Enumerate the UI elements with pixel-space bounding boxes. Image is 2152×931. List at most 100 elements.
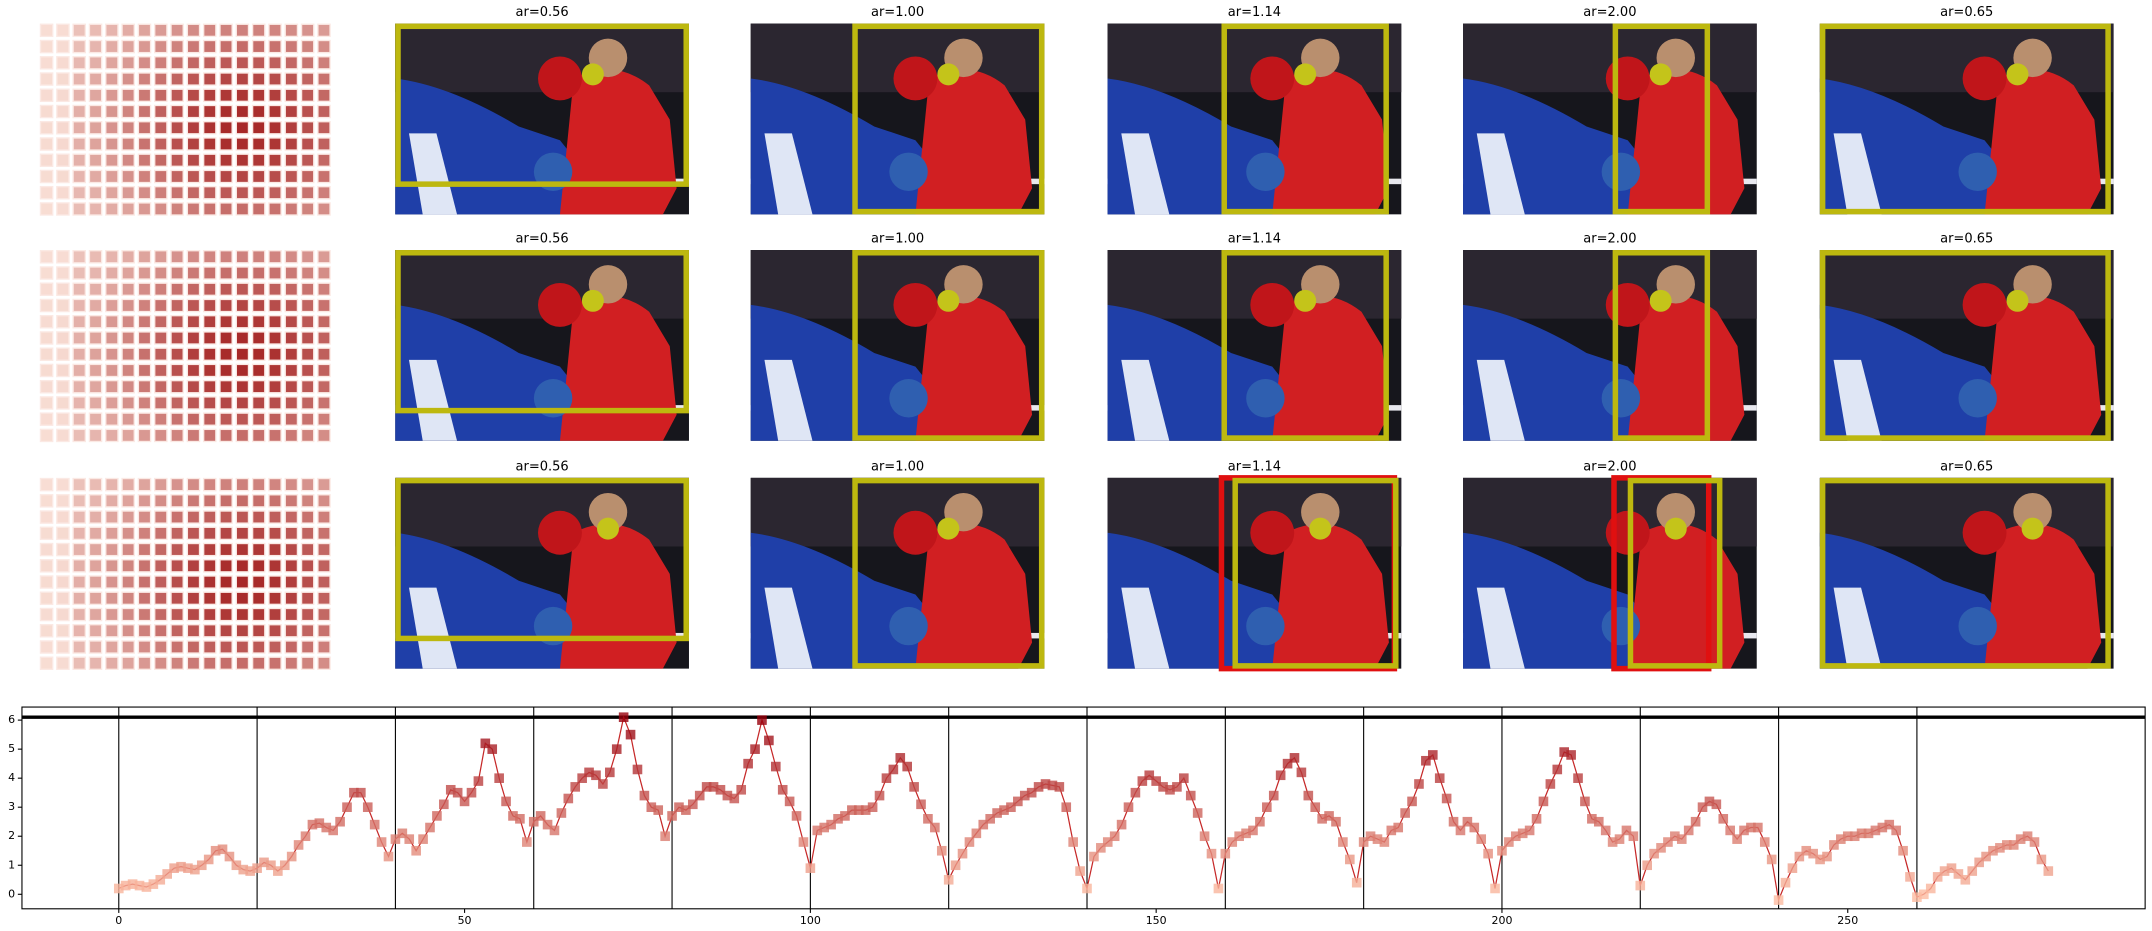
- heat-cell: [72, 266, 87, 280]
- point: [923, 814, 933, 824]
- panel-title: ar=0.65: [1940, 232, 1993, 247]
- heat-cell: [284, 331, 299, 345]
- heat-cell: [235, 559, 250, 573]
- panel-title: ar=1.14: [1228, 232, 1281, 247]
- point: [1427, 750, 1438, 760]
- heat-cell: [39, 363, 54, 378]
- heat-cell: [39, 412, 54, 426]
- heat-cell: [170, 72, 184, 86]
- point: [1365, 831, 1376, 842]
- heat-cell: [137, 250, 152, 264]
- heat-cell: [154, 39, 168, 54]
- heat-cell: [251, 202, 266, 216]
- point: [784, 796, 795, 807]
- point: [1310, 802, 1321, 813]
- point: [577, 773, 587, 783]
- point: [881, 773, 892, 783]
- heat-cell: [300, 363, 315, 378]
- heat-cell: [300, 494, 315, 508]
- heat-cell: [284, 185, 299, 200]
- heatmap: [39, 477, 331, 670]
- point: [1725, 825, 1735, 836]
- point: [1185, 790, 1196, 801]
- heat-cell: [72, 412, 87, 426]
- heat-cell: [202, 72, 217, 86]
- heat-cell: [121, 331, 135, 345]
- point: [777, 784, 788, 795]
- heat-cell: [39, 23, 54, 38]
- point: [1379, 837, 1390, 847]
- red-boxer: [1627, 523, 1745, 669]
- point: [1414, 779, 1424, 789]
- heat-cell: [137, 624, 152, 638]
- heat-cell: [88, 428, 103, 443]
- heat-cell: [39, 575, 54, 589]
- heat-cell: [121, 39, 135, 54]
- heat-cell: [219, 185, 233, 200]
- heat-cell: [251, 591, 266, 606]
- point: [1842, 831, 1853, 842]
- heat-cell: [39, 494, 54, 508]
- heat-cell: [39, 153, 54, 167]
- point: [770, 761, 781, 772]
- point: [300, 831, 311, 842]
- point: [1358, 837, 1369, 847]
- point: [1718, 814, 1729, 824]
- heat-cell: [284, 428, 299, 443]
- heat-cell: [88, 56, 103, 70]
- heat-cell: [39, 396, 54, 410]
- red-glove: [893, 56, 938, 101]
- heat-cell: [121, 542, 135, 557]
- heat-cell: [300, 314, 315, 329]
- point: [1220, 848, 1231, 859]
- point: [1863, 828, 1874, 839]
- heat-cell: [268, 153, 282, 167]
- point: [1891, 825, 1901, 836]
- panel-title: ar=0.56: [516, 232, 569, 247]
- heat-cell: [56, 331, 70, 345]
- photo: [395, 250, 689, 441]
- heat-cell: [154, 56, 168, 70]
- blue-glove: [1958, 379, 1997, 418]
- heat-cell: [251, 575, 266, 589]
- point: [1704, 796, 1715, 807]
- blue-stripe: [1833, 587, 1882, 669]
- heat-cell: [72, 331, 87, 345]
- heat-cell: [137, 347, 152, 361]
- red-boxer: [559, 296, 677, 441]
- point: [1130, 787, 1141, 798]
- point: [701, 782, 712, 792]
- heat-cell: [235, 412, 250, 426]
- blue-glove: [1601, 152, 1641, 192]
- heat-cell: [121, 347, 135, 361]
- heat-cell: [170, 363, 184, 378]
- heat-cell: [105, 298, 119, 313]
- heat-cell: [186, 23, 201, 38]
- heat-cell: [251, 121, 266, 135]
- x-tick-label: 100: [800, 914, 821, 927]
- red-glove: [1962, 282, 2007, 327]
- heat-cell: [154, 153, 168, 167]
- heat-cell: [268, 185, 282, 200]
- point: [432, 811, 442, 821]
- blue-glove: [1246, 152, 1285, 192]
- heat-cell: [251, 104, 266, 119]
- heat-cell: [235, 282, 250, 297]
- point: [1697, 802, 1708, 813]
- heat-cell: [186, 379, 201, 394]
- heat-cell: [219, 331, 233, 345]
- yellow-crop: [395, 23, 689, 187]
- heat-cell: [39, 477, 54, 492]
- heat-cell: [300, 656, 315, 670]
- heat-cell: [300, 347, 315, 361]
- yellow-crop: [852, 250, 1045, 441]
- heat-cell: [317, 477, 331, 492]
- focus-point: [1649, 63, 1672, 86]
- point: [598, 779, 608, 789]
- heat-cell: [88, 591, 103, 606]
- point: [494, 773, 504, 783]
- heat-cell: [317, 88, 331, 103]
- heatmap: [39, 23, 331, 216]
- heat-cell: [268, 298, 282, 313]
- x-tick-label: 250: [1837, 914, 1858, 927]
